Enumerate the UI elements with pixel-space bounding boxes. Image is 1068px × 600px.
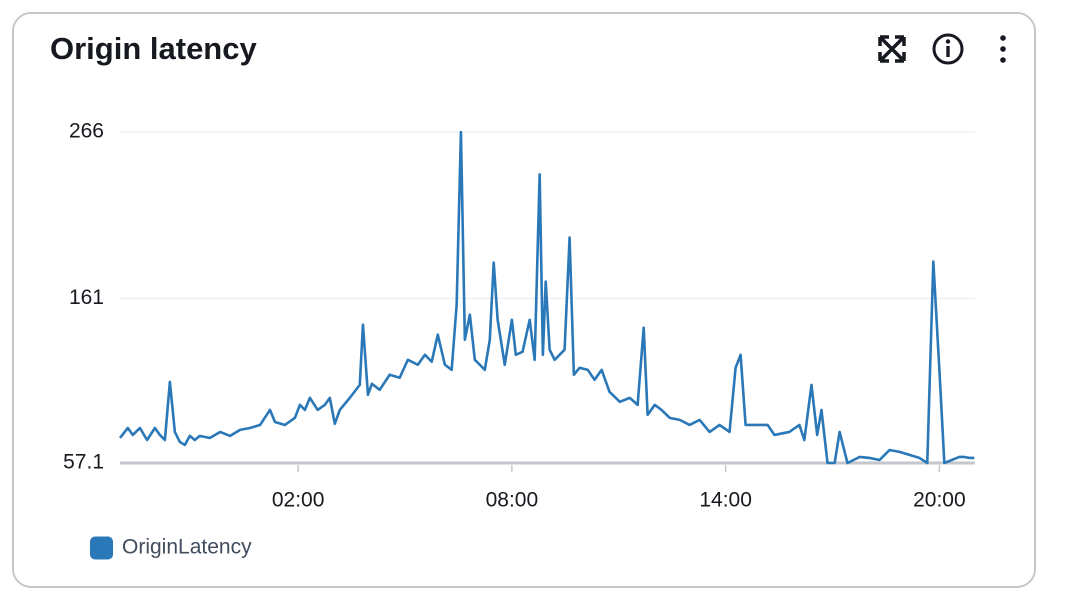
legend-label: OriginLatency: [122, 536, 252, 559]
info-icon[interactable]: [932, 33, 964, 65]
legend-swatch: [90, 536, 113, 560]
x-tick-label: 20:00: [913, 489, 966, 512]
y-tick-label: 57.1: [63, 451, 104, 474]
y-tick-label: 161: [69, 286, 104, 309]
card: [12, 12, 1036, 588]
x-tick-label: 02:00: [272, 489, 325, 512]
x-tick-label: 14:00: [699, 489, 752, 512]
y-tick-label: 266: [69, 120, 104, 143]
expand-icon[interactable]: [878, 35, 906, 63]
more-menu-icon[interactable]: [1000, 35, 1006, 63]
plot-area: 57.1 161 266 02:00 08:00 14:00 20:00: [63, 120, 975, 512]
widget-title: Origin latency: [50, 31, 257, 66]
x-tick-label: 08:00: [486, 489, 539, 512]
series-line: [118, 130, 975, 465]
